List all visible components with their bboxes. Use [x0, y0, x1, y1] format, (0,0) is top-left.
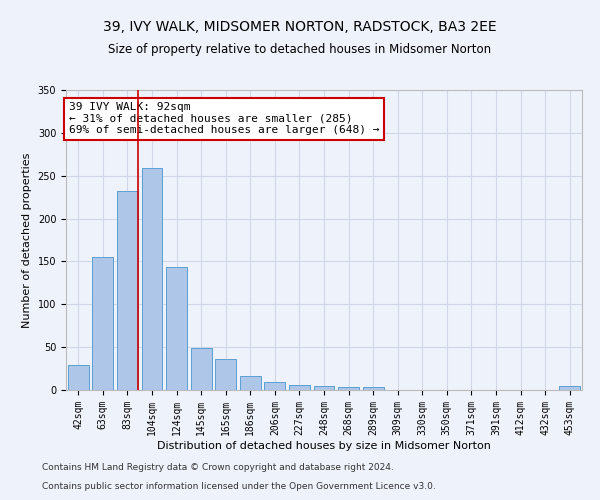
- Bar: [142, 168, 163, 390]
- Bar: [191, 348, 212, 390]
- Text: Size of property relative to detached houses in Midsomer Norton: Size of property relative to detached ho…: [109, 42, 491, 56]
- Bar: [117, 191, 138, 390]
- Text: Contains public sector information licensed under the Open Government Licence v3: Contains public sector information licen…: [42, 482, 436, 491]
- Bar: [289, 385, 310, 390]
- Bar: [215, 359, 236, 390]
- Bar: [338, 386, 359, 390]
- Bar: [92, 257, 113, 390]
- Text: 39, IVY WALK, MIDSOMER NORTON, RADSTOCK, BA3 2EE: 39, IVY WALK, MIDSOMER NORTON, RADSTOCK,…: [103, 20, 497, 34]
- Bar: [362, 388, 383, 390]
- Bar: [240, 376, 261, 390]
- Bar: [68, 365, 89, 390]
- Bar: [265, 382, 286, 390]
- Bar: [559, 386, 580, 390]
- X-axis label: Distribution of detached houses by size in Midsomer Norton: Distribution of detached houses by size …: [157, 440, 491, 450]
- Bar: [314, 386, 334, 390]
- Text: 39 IVY WALK: 92sqm
← 31% of detached houses are smaller (285)
69% of semi-detach: 39 IVY WALK: 92sqm ← 31% of detached hou…: [68, 102, 379, 135]
- Text: Contains HM Land Registry data © Crown copyright and database right 2024.: Contains HM Land Registry data © Crown c…: [42, 464, 394, 472]
- Y-axis label: Number of detached properties: Number of detached properties: [22, 152, 32, 328]
- Bar: [166, 266, 187, 390]
